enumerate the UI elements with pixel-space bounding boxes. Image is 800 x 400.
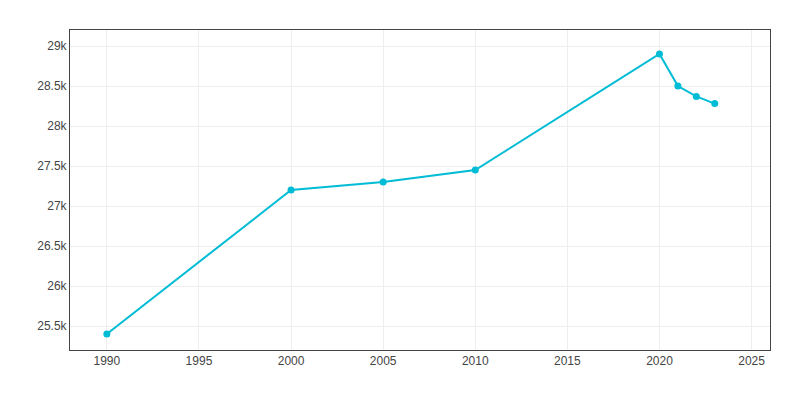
svg-text:27k: 27k [47, 199, 67, 213]
svg-text:28.5k: 28.5k [37, 79, 67, 93]
svg-text:26.5k: 26.5k [37, 239, 67, 253]
svg-text:2005: 2005 [370, 354, 397, 368]
svg-text:28k: 28k [47, 119, 67, 133]
svg-text:1990: 1990 [93, 354, 120, 368]
svg-text:1995: 1995 [186, 354, 213, 368]
svg-text:2015: 2015 [554, 354, 581, 368]
svg-text:26k: 26k [47, 279, 67, 293]
svg-text:27.5k: 27.5k [37, 159, 67, 173]
svg-text:29k: 29k [47, 39, 67, 53]
svg-text:2020: 2020 [646, 354, 673, 368]
svg-text:2010: 2010 [462, 354, 489, 368]
svg-text:25.5k: 25.5k [37, 319, 67, 333]
svg-text:2025: 2025 [738, 354, 765, 368]
svg-text:2000: 2000 [278, 354, 305, 368]
